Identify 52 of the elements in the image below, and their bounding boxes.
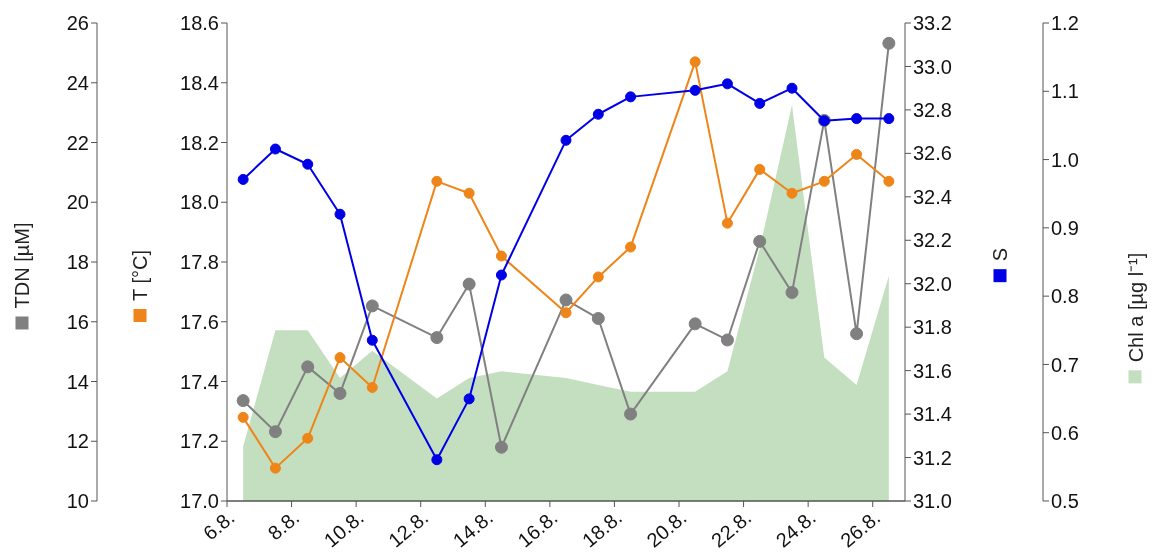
y2-tick-label: 32.4 [913, 185, 952, 208]
y2-tick-label: 33.0 [913, 55, 952, 78]
y-tick-label: 17.2 [180, 430, 219, 453]
y-tick-label: 20 [66, 191, 89, 214]
y2-tick-label: 0.5 [1051, 490, 1079, 513]
y-tick-label: 18.0 [180, 191, 219, 214]
y2-tick-label: 33.2 [913, 12, 952, 35]
y-tick-label: 17.6 [180, 310, 219, 333]
y2-axis-title: S [988, 247, 1012, 262]
x-tick-label: 16.8. [513, 506, 562, 552]
x-tick-label: 26.8. [836, 506, 885, 552]
y-axis-title: TDN [µM] [10, 222, 34, 309]
y-tick-label: 24 [66, 71, 89, 94]
y2-tick-label: 32.8 [913, 99, 952, 122]
y2-tick-label: 1.2 [1051, 12, 1079, 35]
y-axis-title: T [°C] [128, 250, 152, 301]
y2-tick-label: 32.6 [913, 142, 952, 165]
y2-tick-label: 31.8 [913, 316, 952, 339]
y2-tick-label: 1.0 [1051, 148, 1079, 171]
y-tick-label: 18.2 [180, 131, 219, 154]
y-tick-label: 12 [66, 430, 89, 453]
y2-tick-label: 0.6 [1051, 421, 1079, 444]
y2-tick-label: 31.4 [913, 403, 952, 426]
x-tick-label: 12.8. [384, 506, 433, 552]
y-tick-label: 18.4 [180, 71, 219, 94]
x-tick-label: 22.8. [707, 506, 756, 552]
x-tick-label: 20.8. [642, 506, 691, 552]
y2-axis-title: Chl a [µg l⁻¹] [1123, 252, 1148, 363]
y2-tick-label: 31.2 [913, 446, 952, 469]
x-tick-label: 18.8. [577, 506, 627, 552]
y-tick-label: 10 [66, 490, 89, 513]
y2-tick-label: 32.2 [913, 229, 952, 252]
y-tick-label: 17.8 [180, 251, 219, 274]
x-tick-label: 10.8. [319, 506, 368, 552]
y2-tick-label: 0.7 [1051, 353, 1079, 376]
x-tick-label: 8.8. [263, 506, 304, 545]
y2-tick-label: 0.9 [1051, 216, 1079, 239]
y2-tick-label: 31.0 [913, 490, 952, 513]
y-tick-label: 16 [66, 310, 89, 333]
y2-tick-label: 32.0 [913, 272, 952, 295]
y-tick-label: 22 [66, 131, 89, 154]
y2-tick-label: 31.6 [913, 359, 952, 382]
y-tick-label: 17.4 [180, 370, 219, 393]
y-tick-label: 17.0 [180, 490, 219, 513]
y-tick-label: 18.6 [180, 12, 219, 35]
y-tick-label: 26 [66, 12, 89, 35]
y2-tick-label: 0.8 [1051, 285, 1079, 308]
y-tick-label: 14 [66, 370, 89, 393]
x-tick-label: 24.8. [771, 506, 820, 552]
y2-tick-label: 1.1 [1051, 80, 1079, 103]
y-tick-label: 18 [66, 251, 89, 274]
x-tick-label: 14.8. [448, 506, 497, 552]
